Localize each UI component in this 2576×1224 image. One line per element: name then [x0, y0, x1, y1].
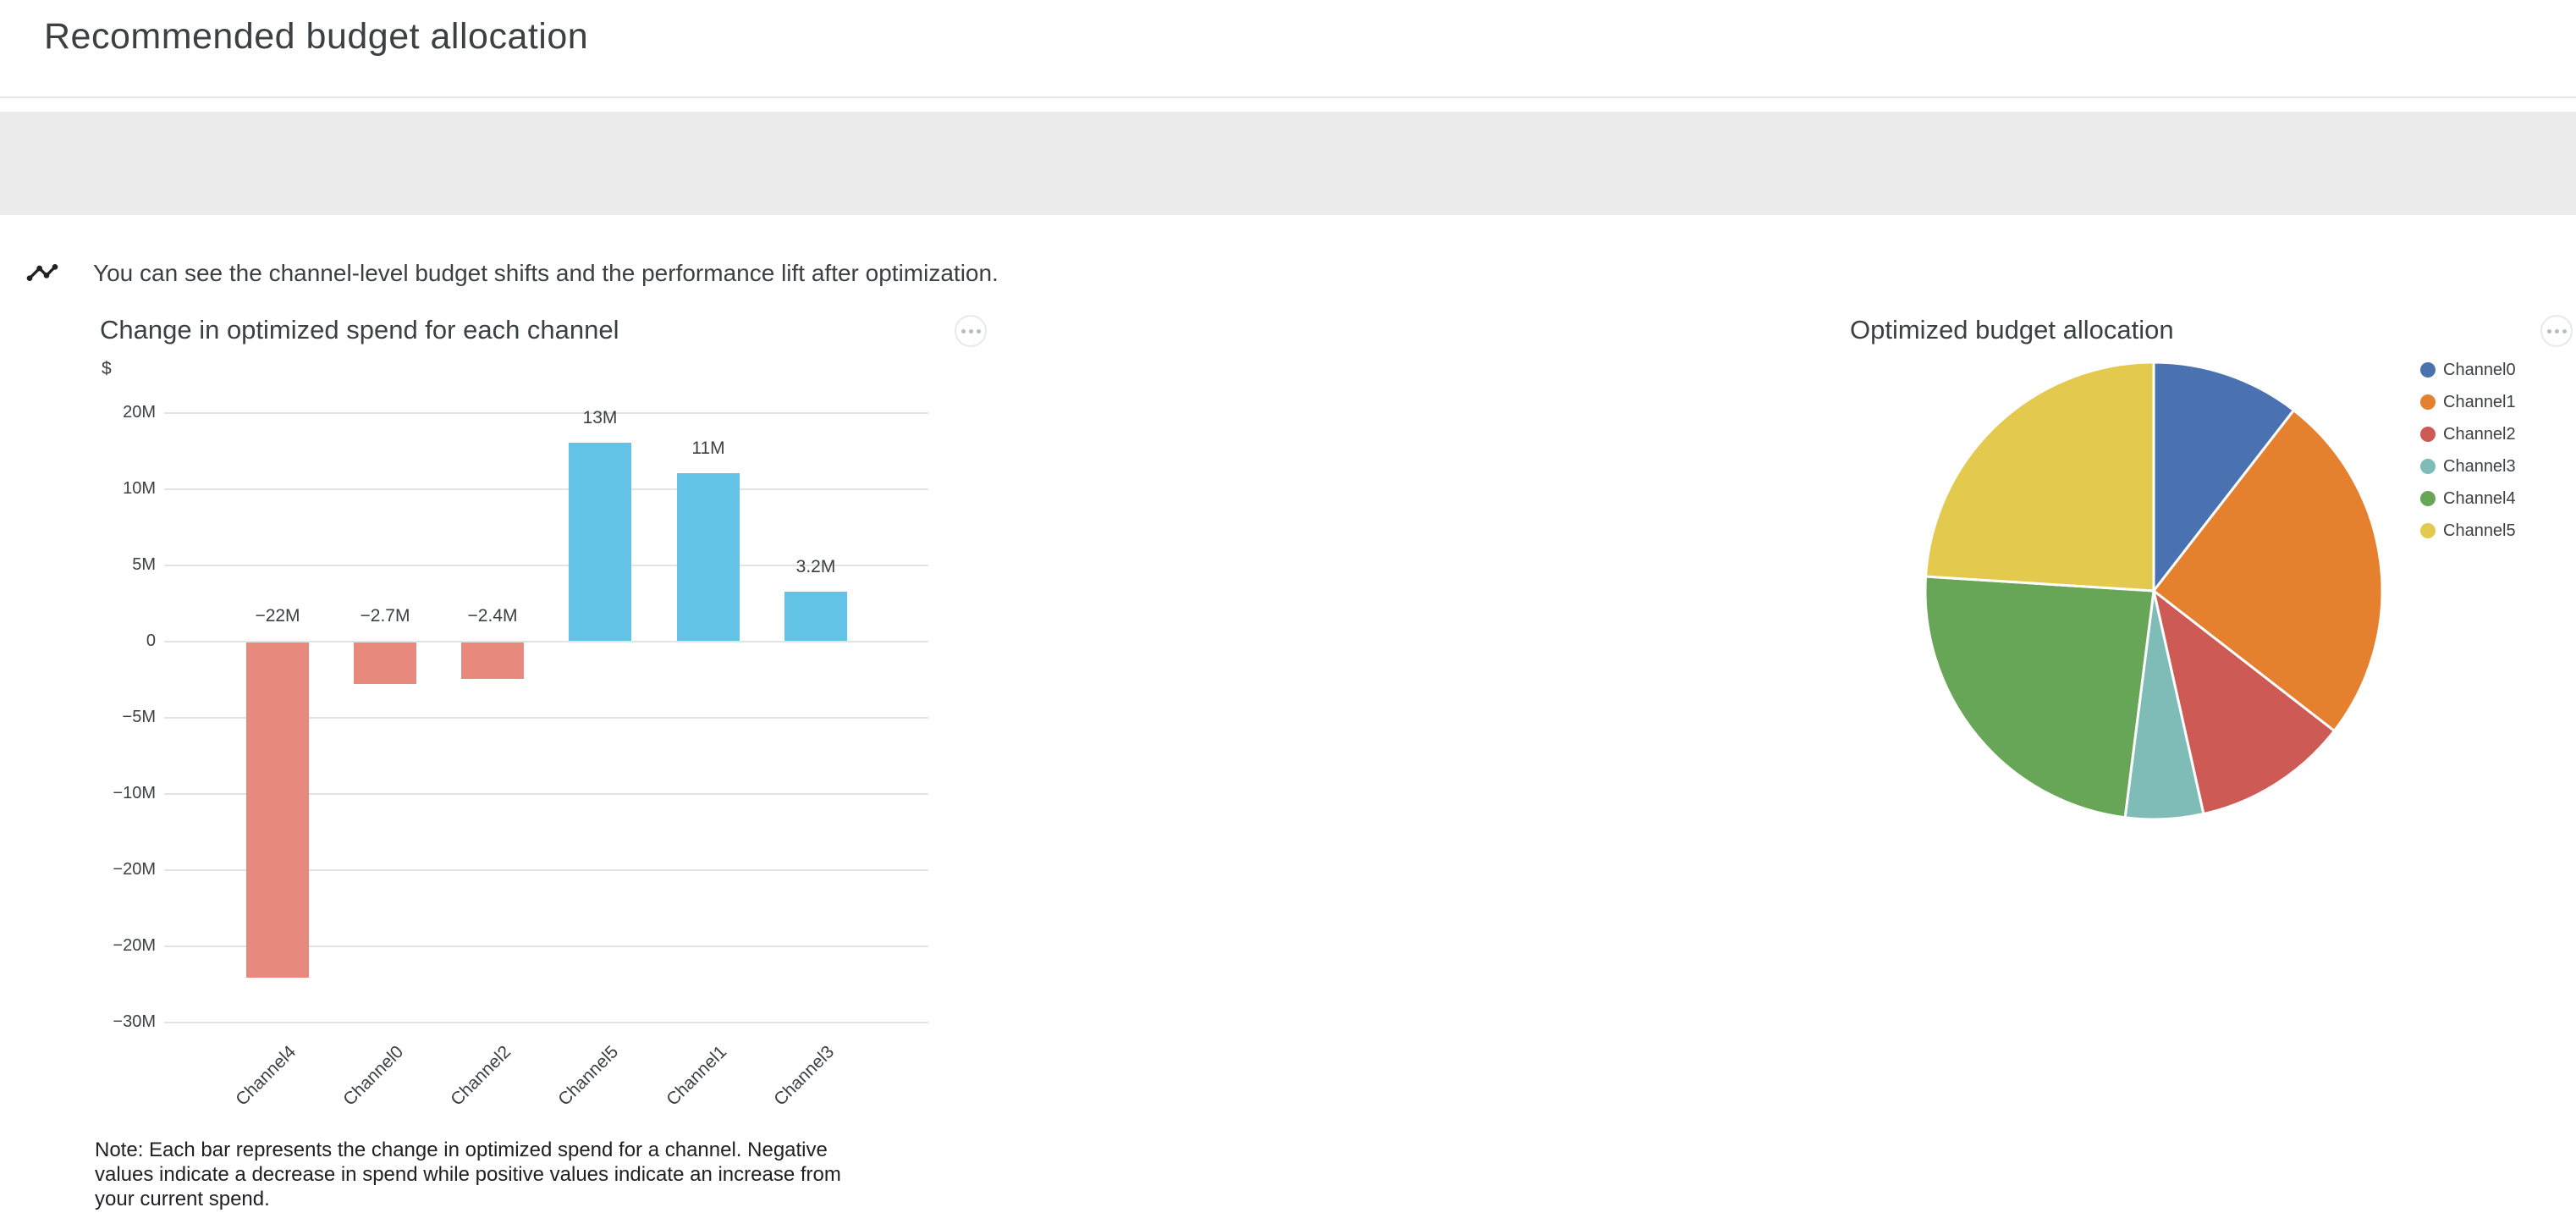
legend-color-dot — [2420, 427, 2436, 442]
pie-slice-channel2 — [2152, 589, 2336, 815]
x-axis-label-text: Channel3 — [770, 1042, 839, 1110]
bar-channel1 — [677, 473, 740, 641]
legend-item-channel3: Channel3 — [2420, 455, 2516, 478]
pie-chart — [1924, 361, 2384, 821]
bar-channel4 — [246, 642, 309, 978]
bar-value-label: 11M — [691, 438, 725, 458]
bar-value-label: 13M — [582, 408, 618, 427]
x-axis-label-text: Channel5 — [554, 1042, 623, 1110]
legend-item-channel5: Channel5 — [2420, 519, 2516, 543]
x-axis-label-text: Channel0 — [339, 1042, 408, 1110]
bar-channel3 — [784, 592, 847, 641]
gridline — [164, 869, 928, 871]
gridline — [164, 717, 928, 719]
y-tick-label: 5M — [132, 555, 156, 574]
legend-item-channel0: Channel0 — [2420, 358, 2516, 382]
gridline — [164, 1022, 928, 1023]
x-axis-label-text: Channel1 — [663, 1042, 731, 1110]
more-options-icon[interactable] — [2540, 315, 2573, 347]
pie-slice-channel4 — [1924, 575, 2155, 819]
info-banner: You can see the channel-level budget shi… — [0, 112, 2576, 286]
legend-item-channel2: Channel2 — [2420, 422, 2516, 446]
bar-channel2 — [461, 642, 524, 679]
gridline — [164, 641, 928, 642]
dot — [976, 328, 981, 334]
gridline — [164, 488, 928, 490]
page-title: Recommended budget allocation — [44, 16, 589, 57]
y-tick-label: 0 — [146, 631, 156, 650]
legend-color-dot — [2420, 362, 2436, 378]
banner-message: You can see the channel-level budget shi… — [93, 260, 999, 286]
legend-label: Channel0 — [2443, 360, 2516, 379]
x-axis-label-text: Channel2 — [447, 1042, 515, 1110]
legend-color-dot — [2420, 491, 2436, 506]
dot — [960, 328, 966, 334]
more-options-icon[interactable] — [955, 315, 987, 347]
header-divider — [0, 96, 2576, 98]
gridline — [164, 412, 928, 414]
bar-value-label: −2.7M — [360, 606, 410, 626]
gridline — [164, 946, 928, 947]
x-axis-label-text: Channel4 — [232, 1042, 300, 1110]
legend-color-dot — [2420, 459, 2436, 474]
y-axis-unit-label: $ — [102, 359, 112, 378]
pie-slice-channel0 — [2152, 361, 2295, 593]
legend-label: Channel4 — [2443, 488, 2516, 508]
pie-chart-title: Optimized budget allocation — [1850, 315, 2174, 345]
insights-icon — [26, 264, 58, 281]
bar-channel5 — [569, 443, 631, 641]
gridline — [164, 793, 928, 795]
y-tick-label: −10M — [113, 784, 156, 802]
gridline — [164, 565, 928, 566]
legend-item-channel4: Channel4 — [2420, 487, 2516, 510]
y-tick-label: −5M — [122, 708, 156, 726]
y-tick-label: 10M — [123, 479, 156, 498]
dot — [2546, 328, 2551, 334]
y-tick-label: −20M — [113, 860, 156, 879]
legend-label: Channel5 — [2443, 521, 2516, 540]
bar-value-label: 3.2M — [795, 557, 836, 576]
dot — [968, 328, 973, 334]
y-tick-label: −20M — [113, 936, 156, 955]
legend-color-dot — [2420, 523, 2436, 538]
legend-label: Channel1 — [2443, 392, 2516, 411]
legend-item-channel1: Channel1 — [2420, 390, 2516, 414]
pie-slice-channel5 — [1924, 361, 2155, 593]
legend-label: Channel2 — [2443, 424, 2516, 444]
pie-slice-channel1 — [2152, 409, 2384, 732]
bar-value-label: −2.4M — [467, 606, 518, 626]
legend-label: Channel3 — [2443, 456, 2516, 476]
y-tick-label: −30M — [113, 1012, 156, 1031]
bar-chart-note: Note: Each bar represents the change in … — [95, 1139, 841, 1210]
bar-value-label: −22M — [255, 606, 300, 626]
dot — [2554, 328, 2559, 334]
bar-channel0 — [354, 642, 416, 684]
legend-color-dot — [2420, 394, 2436, 410]
dot — [2562, 328, 2567, 334]
bar-chart-title: Change in optimized spend for each chann… — [100, 315, 619, 345]
y-tick-label: 20M — [123, 403, 156, 422]
